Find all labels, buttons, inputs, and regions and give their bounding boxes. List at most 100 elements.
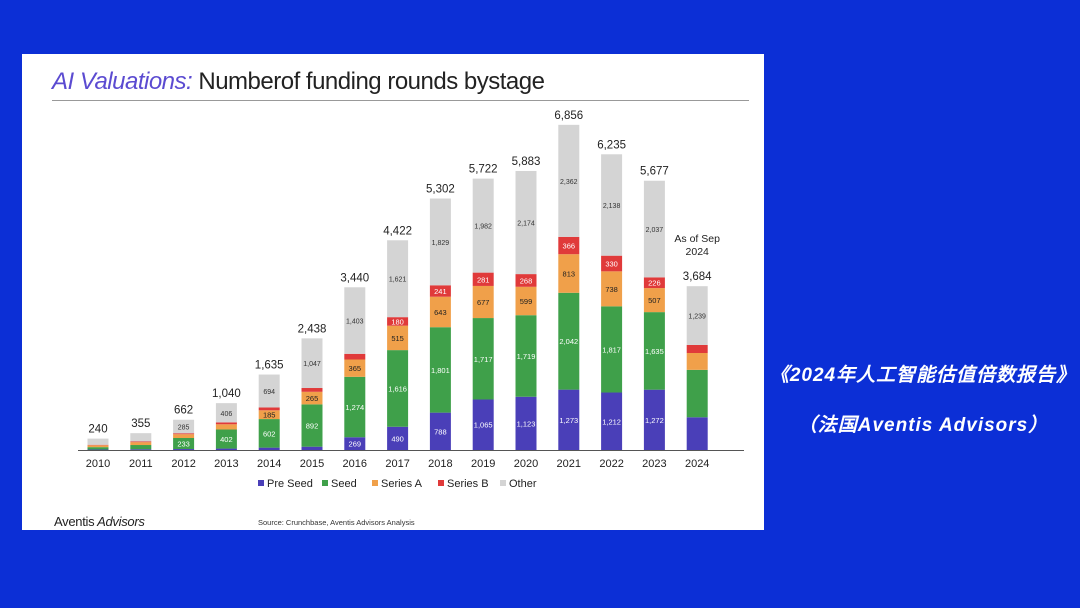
segment-label-other-2014: 694 <box>263 389 275 396</box>
segment-label-series-a-2021: 813 <box>563 269 576 278</box>
bar-segment-other-2021 <box>558 124 580 237</box>
segment-label-other-2012: 285 <box>178 424 190 431</box>
legend-swatch-seed <box>322 480 328 486</box>
bar-segment-pre-seed-2018 <box>429 412 451 450</box>
total-label-2022: 6,235 <box>597 139 626 151</box>
segment-label-other-2023: 2,037 <box>646 227 664 234</box>
segment-label-seed-2012: 233 <box>177 440 190 449</box>
segment-label-other-2024: 1,239 <box>688 314 706 321</box>
bar-segment-other-2020 <box>515 170 537 275</box>
segment-label-series-a-2015: 265 <box>306 394 319 403</box>
segment-label-series-b-2022: 330 <box>605 260 618 269</box>
note-2024-line-1: As of Sep <box>674 233 720 245</box>
brand-name-1: Aventis <box>54 514 95 529</box>
bar-segment-other-2017 <box>387 240 409 318</box>
bar-segment-series-a-2014 <box>258 410 280 420</box>
bar-segment-other-2011 <box>130 433 152 442</box>
bar-segment-pre-seed-2021 <box>558 389 580 450</box>
bar-segment-series-b-2013 <box>215 422 237 425</box>
segment-label-seed-2017: 1,616 <box>388 384 407 393</box>
bar-segment-seed-2014 <box>258 419 280 448</box>
note-2024-line-2: 2024 <box>686 246 710 258</box>
brand-logo: Aventis Advisors <box>54 514 145 529</box>
segment-label-series-a-2020: 599 <box>520 297 533 306</box>
source-note: Source: Crunchbase, Aventis Advisors Ana… <box>258 518 415 527</box>
x-tick-label-2011: 2011 <box>129 458 153 470</box>
bar-segment-series-b-2019 <box>472 272 494 286</box>
total-label-2019: 5,722 <box>469 164 498 176</box>
bar-segment-pre-seed-2020 <box>515 396 537 450</box>
report-slide: AI Valuations: Numberof funding rounds b… <box>22 54 764 530</box>
segment-label-seed-2015: 892 <box>306 422 319 431</box>
legend-label-series-a: Series A <box>381 478 423 490</box>
segment-label-pre-seed-2022: 1,212 <box>602 417 621 426</box>
segment-label-seed-2018: 1,801 <box>431 366 450 375</box>
x-tick-label-2022: 2022 <box>599 458 623 470</box>
bar-segment-seed-2024 <box>686 369 708 418</box>
x-tick-label-2014: 2014 <box>257 458 281 470</box>
bar-segment-series-b-2015 <box>301 388 323 392</box>
total-label-2016: 3,440 <box>340 272 369 284</box>
bar-segment-other-2010 <box>87 438 109 445</box>
segment-label-other-2018: 1,829 <box>432 240 450 247</box>
segment-label-pre-seed-2019: 1,065 <box>474 421 493 430</box>
x-tick-label-2018: 2018 <box>428 458 452 470</box>
x-tick-label-2021: 2021 <box>557 458 581 470</box>
bar-segment-pre-seed-2013 <box>215 448 237 450</box>
chart-title: AI Valuations: Numberof funding rounds b… <box>52 68 545 96</box>
segment-label-seed-2016: 1,274 <box>345 403 364 412</box>
bar-segment-seed-2020 <box>515 315 537 397</box>
bar-segment-other-2012 <box>173 419 195 434</box>
bar-segment-seed-2012 <box>173 438 195 450</box>
total-label-2010: 240 <box>88 424 107 436</box>
segment-label-other-2016: 1,403 <box>346 319 364 326</box>
segment-label-pre-seed-2021: 1,273 <box>559 416 578 425</box>
bar-segment-series-a-2022 <box>601 271 623 307</box>
segment-label-series-a-2018: 643 <box>434 308 447 317</box>
segment-label-series-a-2023: 507 <box>648 296 661 305</box>
x-tick-label-2010: 2010 <box>86 458 110 470</box>
bar-segment-seed-2019 <box>472 318 494 400</box>
segment-label-series-b-2021: 366 <box>563 242 576 251</box>
bar-segment-other-2018 <box>429 198 451 286</box>
bar-segment-seed-2015 <box>301 404 323 447</box>
bar-segment-seed-2013 <box>215 429 237 449</box>
bar-segment-series-a-2010 <box>87 445 109 448</box>
brand-name-2: Advisors <box>94 514 145 529</box>
bar-segment-other-2024 <box>686 286 708 345</box>
total-label-2015: 2,438 <box>298 323 327 335</box>
bar-segment-series-a-2020 <box>515 286 537 316</box>
bar-segment-series-b-2018 <box>429 285 451 297</box>
segment-label-series-a-2014: 185 <box>263 411 276 420</box>
bar-segment-pre-seed-2019 <box>472 399 494 450</box>
segment-label-other-2021: 2,362 <box>560 179 578 186</box>
segment-label-pre-seed-2023: 1,272 <box>645 416 664 425</box>
bar-segment-series-b-2022 <box>601 255 623 272</box>
bar-segment-series-a-2024 <box>686 353 708 370</box>
title-divider <box>52 100 749 101</box>
x-tick-label-2013: 2013 <box>214 458 238 470</box>
bar-segment-series-a-2012 <box>173 434 195 439</box>
bar-segment-other-2022 <box>601 154 623 256</box>
bar-segment-pre-seed-2022 <box>601 392 623 450</box>
segment-label-seed-2013: 402 <box>220 435 233 444</box>
total-label-2023: 5,677 <box>640 166 669 178</box>
total-label-2018: 5,302 <box>426 184 455 196</box>
legend-label-seed: Seed <box>331 478 357 490</box>
bar-segment-pre-seed-2024 <box>686 417 708 450</box>
total-label-2014: 1,635 <box>255 360 284 372</box>
bar-segment-series-b-2023 <box>643 277 665 289</box>
bar-segment-other-2014 <box>258 374 280 408</box>
bar-segment-seed-2021 <box>558 292 580 390</box>
segment-label-other-2020: 2,174 <box>517 221 535 228</box>
bar-segment-other-2015 <box>301 338 323 389</box>
x-tick-label-2024: 2024 <box>685 458 709 470</box>
side-subtitle: （法国Aventis Advisors） <box>797 415 1049 436</box>
segment-label-series-a-2019: 677 <box>477 298 490 307</box>
bar-segment-series-b-2016 <box>344 353 366 360</box>
bar-segment-other-2016 <box>344 287 366 354</box>
segment-label-series-b-2017: 180 <box>391 317 404 326</box>
chart-title-rest: Numberof funding rounds bystage <box>192 68 545 95</box>
segment-label-series-a-2017: 515 <box>391 334 404 343</box>
bar-segment-pre-seed-2011 <box>130 449 152 450</box>
